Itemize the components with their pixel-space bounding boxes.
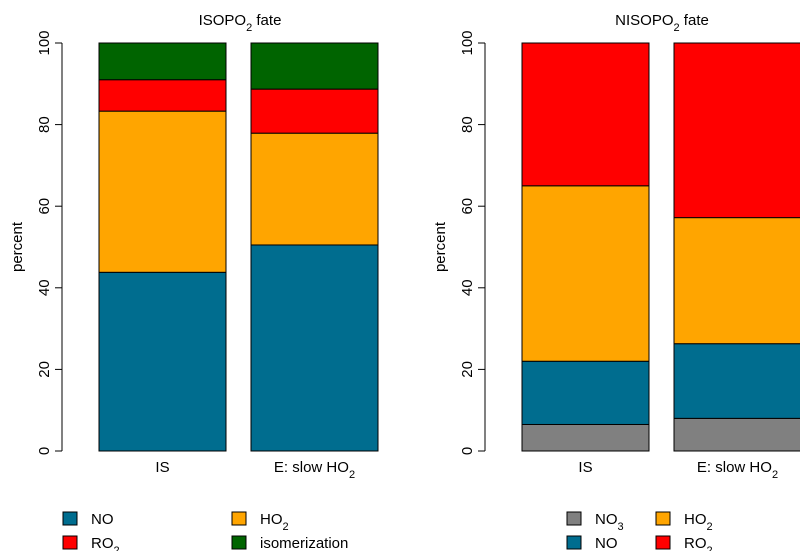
y-axis-title: percent — [9, 221, 26, 272]
x-tick-label-subscript: 2 — [349, 469, 355, 481]
chart-title-suffix: fate — [680, 12, 709, 29]
legend-swatch — [566, 535, 582, 550]
bar-segment — [521, 360, 650, 425]
legend-label-subscript: 2 — [283, 521, 289, 533]
legend-swatch — [655, 535, 671, 550]
x-tick-label: IS — [155, 459, 169, 476]
legend-swatch — [231, 511, 247, 526]
chart-title-text: NISOPO — [615, 12, 673, 29]
legend-label-subscript: 2 — [707, 521, 713, 533]
x-tick-label: IS — [578, 459, 592, 476]
legend-swatch — [231, 535, 247, 550]
legend-label: isomerization — [260, 535, 348, 551]
y-tick-label: 100 — [459, 30, 476, 55]
legend-label-subscript: 3 — [618, 521, 624, 533]
bar-segment — [521, 42, 650, 187]
bar-segment — [673, 343, 800, 419]
x-tick-label-subscript: 2 — [772, 469, 778, 481]
y-tick-label: 40 — [459, 279, 476, 296]
legend-label-text: NO — [595, 511, 618, 528]
legend-swatch — [566, 511, 582, 526]
x-tick-label: E: slow HO2 — [697, 459, 778, 481]
bar-segment — [673, 217, 800, 345]
y-tick-label: 80 — [459, 116, 476, 133]
y-tick-label: 20 — [36, 361, 53, 378]
y-tick-label: 0 — [36, 447, 53, 455]
legend-swatch — [62, 511, 78, 526]
legend-label-text: RO — [684, 535, 707, 551]
bar-segment — [250, 244, 379, 452]
legend-label: RO2 — [91, 535, 120, 551]
y-tick-label: 80 — [36, 116, 53, 133]
x-tick-label: E: slow HO2 — [274, 459, 355, 481]
legend-label: NO — [595, 535, 618, 551]
legend-label-text: NO — [595, 535, 618, 551]
legend-label-text: isomerization — [260, 535, 348, 551]
bar-segment — [98, 271, 227, 452]
x-tick-label-text: E: slow HO — [697, 459, 772, 476]
chart-title-suffix: fate — [252, 12, 281, 29]
legend-label: NO — [91, 511, 114, 528]
y-tick-label: 40 — [36, 279, 53, 296]
y-tick-label: 100 — [36, 30, 53, 55]
y-tick-label: 60 — [459, 198, 476, 215]
bar-segment — [250, 88, 379, 134]
chart-title: NISOPO2 fate — [615, 12, 709, 34]
x-tick-label-text: IS — [155, 459, 169, 476]
legend-label: HO2 — [260, 511, 289, 533]
legend-swatch — [655, 511, 671, 526]
legend-label-text: HO — [260, 511, 283, 528]
bar-segment — [521, 185, 650, 362]
legend-label-subscript: 2 — [707, 545, 713, 551]
bar-segment — [521, 423, 650, 452]
x-tick-label-text: E: slow HO — [274, 459, 349, 476]
bar-segment — [98, 42, 227, 81]
bar-segment — [250, 132, 379, 246]
legend-swatch — [62, 535, 78, 550]
x-tick-label-text: IS — [578, 459, 592, 476]
bar-segment — [673, 42, 800, 219]
legend-label-text: NO — [91, 511, 114, 528]
legend-label: HO2 — [684, 511, 713, 533]
chart-title-text: ISOPO — [199, 12, 247, 29]
bar-segment — [673, 417, 800, 452]
y-tick-label: 20 — [459, 361, 476, 378]
bar-segment — [250, 42, 379, 90]
bar-segment — [98, 79, 227, 112]
legend-label-text: RO — [91, 535, 114, 551]
chart-title-subscript: 2 — [246, 22, 252, 34]
y-tick-label: 0 — [459, 447, 476, 455]
legend-label: RO2 — [684, 535, 713, 551]
chart-title: ISOPO2 fate — [199, 12, 282, 34]
legend-label-text: HO — [684, 511, 707, 528]
y-tick-label: 60 — [36, 198, 53, 215]
legend-label: NO3 — [595, 511, 624, 533]
y-axis-title: percent — [432, 221, 449, 272]
legend-label-subscript: 2 — [114, 545, 120, 551]
chart-title-subscript: 2 — [674, 22, 680, 34]
bar-segment — [98, 110, 227, 273]
